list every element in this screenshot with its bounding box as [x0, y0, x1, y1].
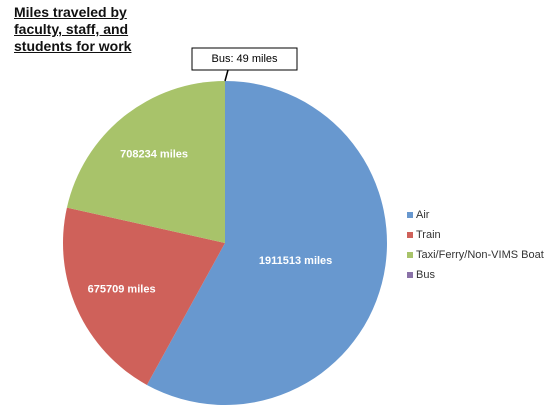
- callout-line: [224, 69, 229, 82]
- legend-swatch: [407, 252, 413, 258]
- legend-label: Bus: [416, 269, 435, 281]
- pie-slice: [146, 81, 387, 406]
- legend-label: Taxi/Ferry/Non-VIMS Boat: [416, 249, 544, 261]
- pie-slice: [62, 207, 226, 385]
- callout-box: [191, 47, 298, 71]
- data-label: Bus: 49 miles: [211, 53, 278, 65]
- data-label: 708234 miles: [120, 148, 188, 160]
- data-label: 1911513 miles: [259, 255, 332, 267]
- legend-label: Air: [416, 209, 430, 221]
- pie-slice: [66, 81, 225, 243]
- legend-swatch: [407, 232, 413, 238]
- legend-swatch: [407, 212, 413, 218]
- chart-title: Miles traveled by faculty, staff, and st…: [14, 4, 132, 54]
- legend-swatch: [407, 272, 413, 278]
- legend-label: Train: [416, 229, 441, 241]
- data-label: 675709 miles: [88, 284, 156, 296]
